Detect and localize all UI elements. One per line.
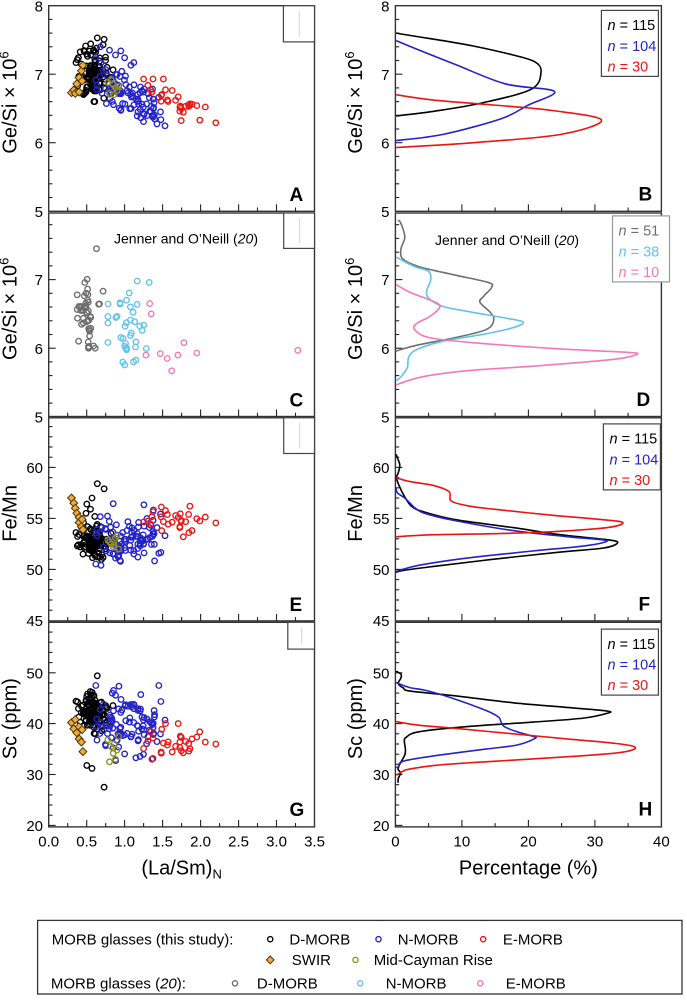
svg-text:n = 115: n = 115 xyxy=(608,18,656,34)
svg-text:Jenner and O’Neill (20): Jenner and O’Neill (20) xyxy=(435,232,579,248)
svg-text:50: 50 xyxy=(26,665,43,682)
svg-text:5: 5 xyxy=(381,204,389,221)
svg-text:7: 7 xyxy=(381,272,389,289)
svg-text:3.0: 3.0 xyxy=(266,834,287,851)
svg-text:Fe/Mn: Fe/Mn xyxy=(345,485,367,542)
svg-text:2.5: 2.5 xyxy=(228,834,249,851)
svg-text:20: 20 xyxy=(373,818,390,835)
svg-text:6: 6 xyxy=(381,135,389,152)
svg-text:50: 50 xyxy=(373,562,390,579)
svg-text:3.5: 3.5 xyxy=(304,834,325,851)
svg-text:G: G xyxy=(290,800,305,821)
svg-text:Ge/Si × 106: Ge/Si × 106 xyxy=(342,51,367,153)
svg-text:40: 40 xyxy=(653,834,670,851)
svg-text:8: 8 xyxy=(35,0,43,15)
svg-text:N-MORB: N-MORB xyxy=(398,931,459,948)
svg-text:MORB glasses (20):: MORB glasses (20): xyxy=(51,975,186,992)
svg-text:5: 5 xyxy=(381,409,389,426)
svg-text:n = 51: n = 51 xyxy=(619,224,660,240)
svg-text:40: 40 xyxy=(26,716,43,733)
svg-text:F: F xyxy=(639,594,651,615)
svg-text:N-MORB: N-MORB xyxy=(386,975,447,992)
svg-text:n = 38: n = 38 xyxy=(619,244,660,260)
svg-text:60: 60 xyxy=(26,460,43,477)
svg-text:Ge/Si × 106: Ge/Si × 106 xyxy=(342,258,367,360)
svg-text:20: 20 xyxy=(520,834,537,851)
svg-text:30: 30 xyxy=(26,767,43,784)
svg-text:(La/Sm)N: (La/Sm)N xyxy=(141,858,222,882)
svg-text:55: 55 xyxy=(373,511,390,528)
svg-text:E-MORB: E-MORB xyxy=(506,975,566,992)
svg-text:5: 5 xyxy=(35,409,43,426)
svg-text:30: 30 xyxy=(373,767,390,784)
svg-text:Percentage (%): Percentage (%) xyxy=(459,858,598,880)
svg-text:n = 30: n = 30 xyxy=(608,59,649,75)
svg-text:H: H xyxy=(639,799,653,820)
svg-text:E-MORB: E-MORB xyxy=(503,931,563,948)
svg-text:n = 104: n = 104 xyxy=(608,39,657,55)
svg-text:n = 115: n = 115 xyxy=(610,432,658,448)
svg-text:D: D xyxy=(637,390,651,411)
svg-text:5: 5 xyxy=(35,204,43,221)
svg-text:6: 6 xyxy=(35,135,43,152)
svg-text:60: 60 xyxy=(373,460,390,477)
svg-text:Mid-Cayman Rise: Mid-Cayman Rise xyxy=(374,952,493,969)
svg-text:SWIR: SWIR xyxy=(292,952,331,969)
svg-text:1.0: 1.0 xyxy=(114,834,135,851)
svg-text:1.5: 1.5 xyxy=(152,834,173,851)
svg-text:D-MORB: D-MORB xyxy=(257,975,318,992)
svg-text:6: 6 xyxy=(381,341,389,358)
svg-text:MORB glasses (this study):: MORB glasses (this study): xyxy=(52,931,234,948)
svg-text:50: 50 xyxy=(26,562,43,579)
svg-text:A: A xyxy=(290,185,304,206)
svg-text:10: 10 xyxy=(454,834,471,851)
svg-text:30: 30 xyxy=(587,834,604,851)
svg-text:0.0: 0.0 xyxy=(38,834,59,851)
svg-text:7: 7 xyxy=(381,67,389,84)
svg-text:45: 45 xyxy=(26,613,43,630)
svg-text:Fe/Mn: Fe/Mn xyxy=(0,485,22,542)
svg-text:45: 45 xyxy=(373,613,390,630)
svg-text:Sc (ppm): Sc (ppm) xyxy=(0,678,22,759)
svg-text:0.5: 0.5 xyxy=(76,834,97,851)
svg-text:40: 40 xyxy=(373,716,390,733)
svg-text:C: C xyxy=(290,391,304,412)
svg-text:Ge/Si × 106: Ge/Si × 106 xyxy=(0,258,22,360)
svg-text:8: 8 xyxy=(381,0,389,15)
svg-text:E: E xyxy=(290,595,303,616)
svg-text:7: 7 xyxy=(35,272,43,289)
svg-text:Sc (ppm): Sc (ppm) xyxy=(345,678,367,759)
svg-text:55: 55 xyxy=(26,511,43,528)
svg-text:n = 10: n = 10 xyxy=(619,265,660,281)
svg-text:Jenner and O’Neill (20): Jenner and O’Neill (20) xyxy=(114,231,258,247)
svg-text:6: 6 xyxy=(35,341,43,358)
svg-text:B: B xyxy=(639,185,653,206)
svg-text:n = 30: n = 30 xyxy=(610,473,651,489)
svg-text:n = 30: n = 30 xyxy=(608,678,649,694)
svg-text:n = 104: n = 104 xyxy=(610,452,659,468)
svg-text:n = 115: n = 115 xyxy=(608,637,656,653)
svg-text:2.0: 2.0 xyxy=(190,834,211,851)
svg-text:0: 0 xyxy=(391,834,399,851)
svg-text:n = 104: n = 104 xyxy=(608,658,657,674)
svg-text:50: 50 xyxy=(373,665,390,682)
svg-text:D-MORB: D-MORB xyxy=(289,931,350,948)
svg-text:Ge/Si × 106: Ge/Si × 106 xyxy=(0,51,22,153)
svg-text:7: 7 xyxy=(35,67,43,84)
svg-text:20: 20 xyxy=(26,818,43,835)
